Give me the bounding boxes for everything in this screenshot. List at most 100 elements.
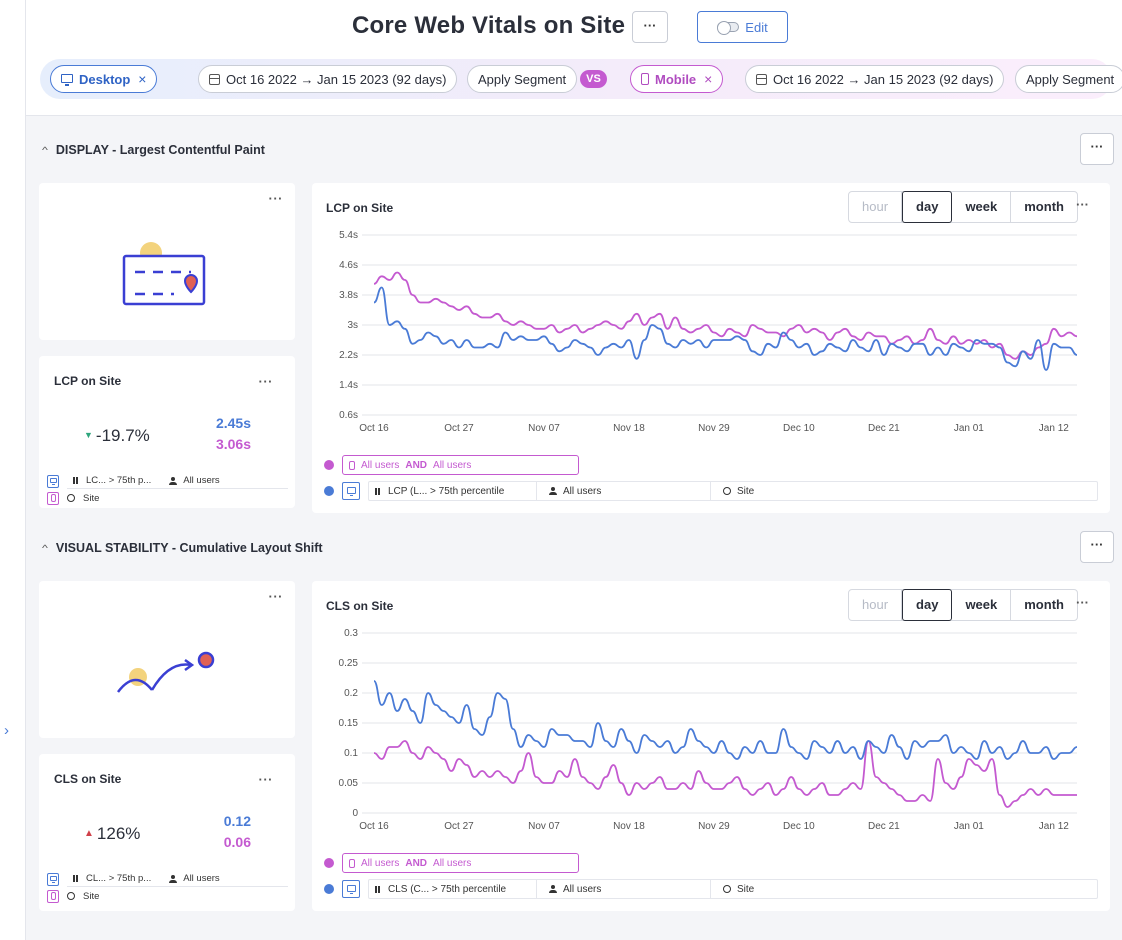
- lcp-chart-card: LCP on Site hour day week month ··· 5.4s…: [312, 183, 1110, 513]
- section-header-lcp[interactable]: ^ DISPLAY - Largest Contentful Paint ···: [26, 133, 1122, 169]
- phone-icon: [50, 892, 56, 900]
- mobile-series-dot[interactable]: [324, 858, 334, 868]
- desktop-segment-row: CLS (C... > 75th percentile All users Si…: [324, 879, 1098, 899]
- card-more-menu-button[interactable]: ···: [258, 772, 273, 787]
- y-tick-label: 1.4s: [339, 380, 358, 391]
- mobile-segment-row: All users AND All users: [324, 455, 579, 475]
- granularity-selector: hour day week month: [848, 589, 1078, 621]
- mobile-segment-box[interactable]: All users AND All users: [342, 853, 579, 873]
- collapse-chevron-icon[interactable]: ^: [42, 543, 48, 553]
- segment-suffix: All users: [433, 459, 472, 471]
- monitor-icon: [49, 875, 57, 883]
- y-tick-label: 0.2: [344, 688, 358, 699]
- mobile-device-label: Mobile: [655, 71, 697, 87]
- y-tick-label: 0.6s: [339, 410, 358, 421]
- y-tick-label: 0: [352, 808, 358, 819]
- bar-chart-icon: [73, 477, 80, 484]
- x-tick-label: Jan 01: [954, 423, 984, 434]
- monitor-icon: [346, 884, 356, 894]
- mobile-device-pill[interactable]: Mobile ×: [630, 65, 724, 93]
- page-title: Core Web Vitals on Site: [352, 12, 626, 39]
- section-header-cls[interactable]: ^ VISUAL STABILITY - Cumulative Layout Sh…: [26, 531, 1122, 567]
- chart-more-menu-button[interactable]: ···: [1076, 197, 1089, 212]
- desktop-segment-table[interactable]: LCP (L... > 75th percentile All users Si…: [368, 481, 1098, 501]
- lcp-summary-card: LCP on Site ··· ▼ -19.7% 2.45s 3.06s LC..…: [39, 356, 295, 508]
- legend-metric-row: CL... > 75th p... All users: [67, 871, 288, 887]
- mobile-segment-row: All users AND All users: [324, 853, 579, 873]
- collapse-chevron-icon[interactable]: ^: [42, 145, 48, 155]
- desktop-device-pill[interactable]: Desktop ×: [50, 65, 158, 93]
- x-tick-label: Dec 21: [868, 423, 900, 434]
- granularity-month[interactable]: month: [1024, 597, 1064, 612]
- card-more-menu-button[interactable]: ···: [268, 191, 283, 206]
- section-more-menu-button[interactable]: ···: [1080, 133, 1114, 165]
- y-tick-label: 0.3: [344, 628, 358, 639]
- right-apply-segment-button[interactable]: Apply Segment: [1015, 65, 1122, 93]
- desktop-square: [47, 872, 59, 886]
- calendar-icon: [209, 73, 220, 85]
- desktop-series-dot[interactable]: [324, 884, 334, 894]
- segment-and: AND: [405, 857, 428, 869]
- desktop-square: [342, 880, 360, 898]
- section-more-menu-button[interactable]: ···: [1080, 531, 1114, 563]
- remove-mobile-close-icon[interactable]: ×: [704, 71, 713, 87]
- granularity-week[interactable]: week: [952, 590, 1012, 620]
- expand-sidebar-chevron-icon[interactable]: ›: [4, 722, 9, 739]
- segment-and: AND: [405, 459, 428, 471]
- granularity-day[interactable]: day: [902, 589, 953, 621]
- percent-change-value: 126%: [96, 824, 141, 843]
- x-tick-label: Dec 10: [783, 423, 815, 434]
- legend-users: All users: [183, 873, 220, 884]
- user-icon: [169, 476, 178, 485]
- chart-more-menu-button[interactable]: ···: [1076, 595, 1089, 610]
- y-tick-label: 2.2s: [339, 350, 358, 361]
- edit-toggle-button[interactable]: Edit: [697, 11, 788, 43]
- percent-change: ▼ -19.7%: [84, 426, 150, 446]
- left-date-range-pill[interactable]: Oct 16 2022 → Jan 15 2023 (92 days): [198, 65, 458, 93]
- desktop-square: [47, 474, 59, 488]
- section-title: ^ DISPLAY - Largest Contentful Paint: [42, 143, 265, 157]
- desktop-segment-table[interactable]: CLS (C... > 75th percentile All users Si…: [368, 879, 1098, 899]
- left-apply-segment-label: Apply Segment: [478, 71, 567, 87]
- segment-scope: Site: [737, 883, 755, 895]
- granularity-week[interactable]: week: [952, 192, 1012, 222]
- percent-change: ▲ 126%: [84, 824, 140, 844]
- mobile-series-dot[interactable]: [324, 460, 334, 470]
- phone-icon: [641, 73, 649, 85]
- series-line-desktop: [373, 680, 1078, 760]
- segment-prefix: All users: [361, 459, 400, 471]
- segment-comparison-bar: Desktop × Oct 16 2022 → Jan 15 2023 (92 …: [40, 59, 1122, 99]
- segment-users: All users: [563, 883, 602, 895]
- summary-legend: LC... > 75th p... All users Site: [47, 473, 288, 506]
- granularity-month[interactable]: month: [1024, 199, 1064, 214]
- mobile-value: 0.06: [223, 834, 251, 850]
- title-more-menu-button[interactable]: ···: [632, 11, 668, 43]
- y-tick-label: 3s: [347, 320, 358, 331]
- card-more-menu-button[interactable]: ···: [268, 589, 283, 604]
- granularity-hour[interactable]: hour: [849, 192, 903, 222]
- globe-icon: [67, 892, 75, 900]
- desktop-square: [342, 482, 360, 500]
- x-tick-label: Dec 21: [868, 821, 900, 832]
- summary-legend: CL... > 75th p... All users Site: [47, 871, 288, 904]
- bar-chart-icon: [375, 885, 382, 893]
- cls-chart-card: CLS on Site hour day week month ··· 0.3 0…: [312, 581, 1110, 911]
- percent-change-value: -19.7%: [95, 426, 150, 445]
- phone-icon: [349, 460, 355, 470]
- mobile-segment-box[interactable]: All users AND All users: [342, 455, 579, 475]
- section-title-text: VISUAL STABILITY - Cumulative Layout Shi…: [55, 541, 323, 555]
- desktop-series-dot[interactable]: [324, 486, 334, 496]
- calendar-pin-icon: [122, 242, 206, 306]
- globe-icon: [723, 885, 731, 893]
- granularity-hour[interactable]: hour: [849, 590, 903, 620]
- toggle-switch-icon: [717, 21, 740, 35]
- series-line-mobile: [373, 271, 1078, 360]
- y-tick-label: 3.8s: [339, 290, 358, 301]
- card-more-menu-button[interactable]: ···: [258, 374, 273, 389]
- granularity-day[interactable]: day: [902, 191, 953, 223]
- vs-badge: VS: [580, 70, 607, 88]
- left-apply-segment-button[interactable]: Apply Segment: [467, 65, 578, 93]
- right-date-range-pill[interactable]: Oct 16 2022 → Jan 15 2023 (92 days): [745, 65, 1005, 93]
- remove-desktop-close-icon[interactable]: ×: [138, 71, 147, 87]
